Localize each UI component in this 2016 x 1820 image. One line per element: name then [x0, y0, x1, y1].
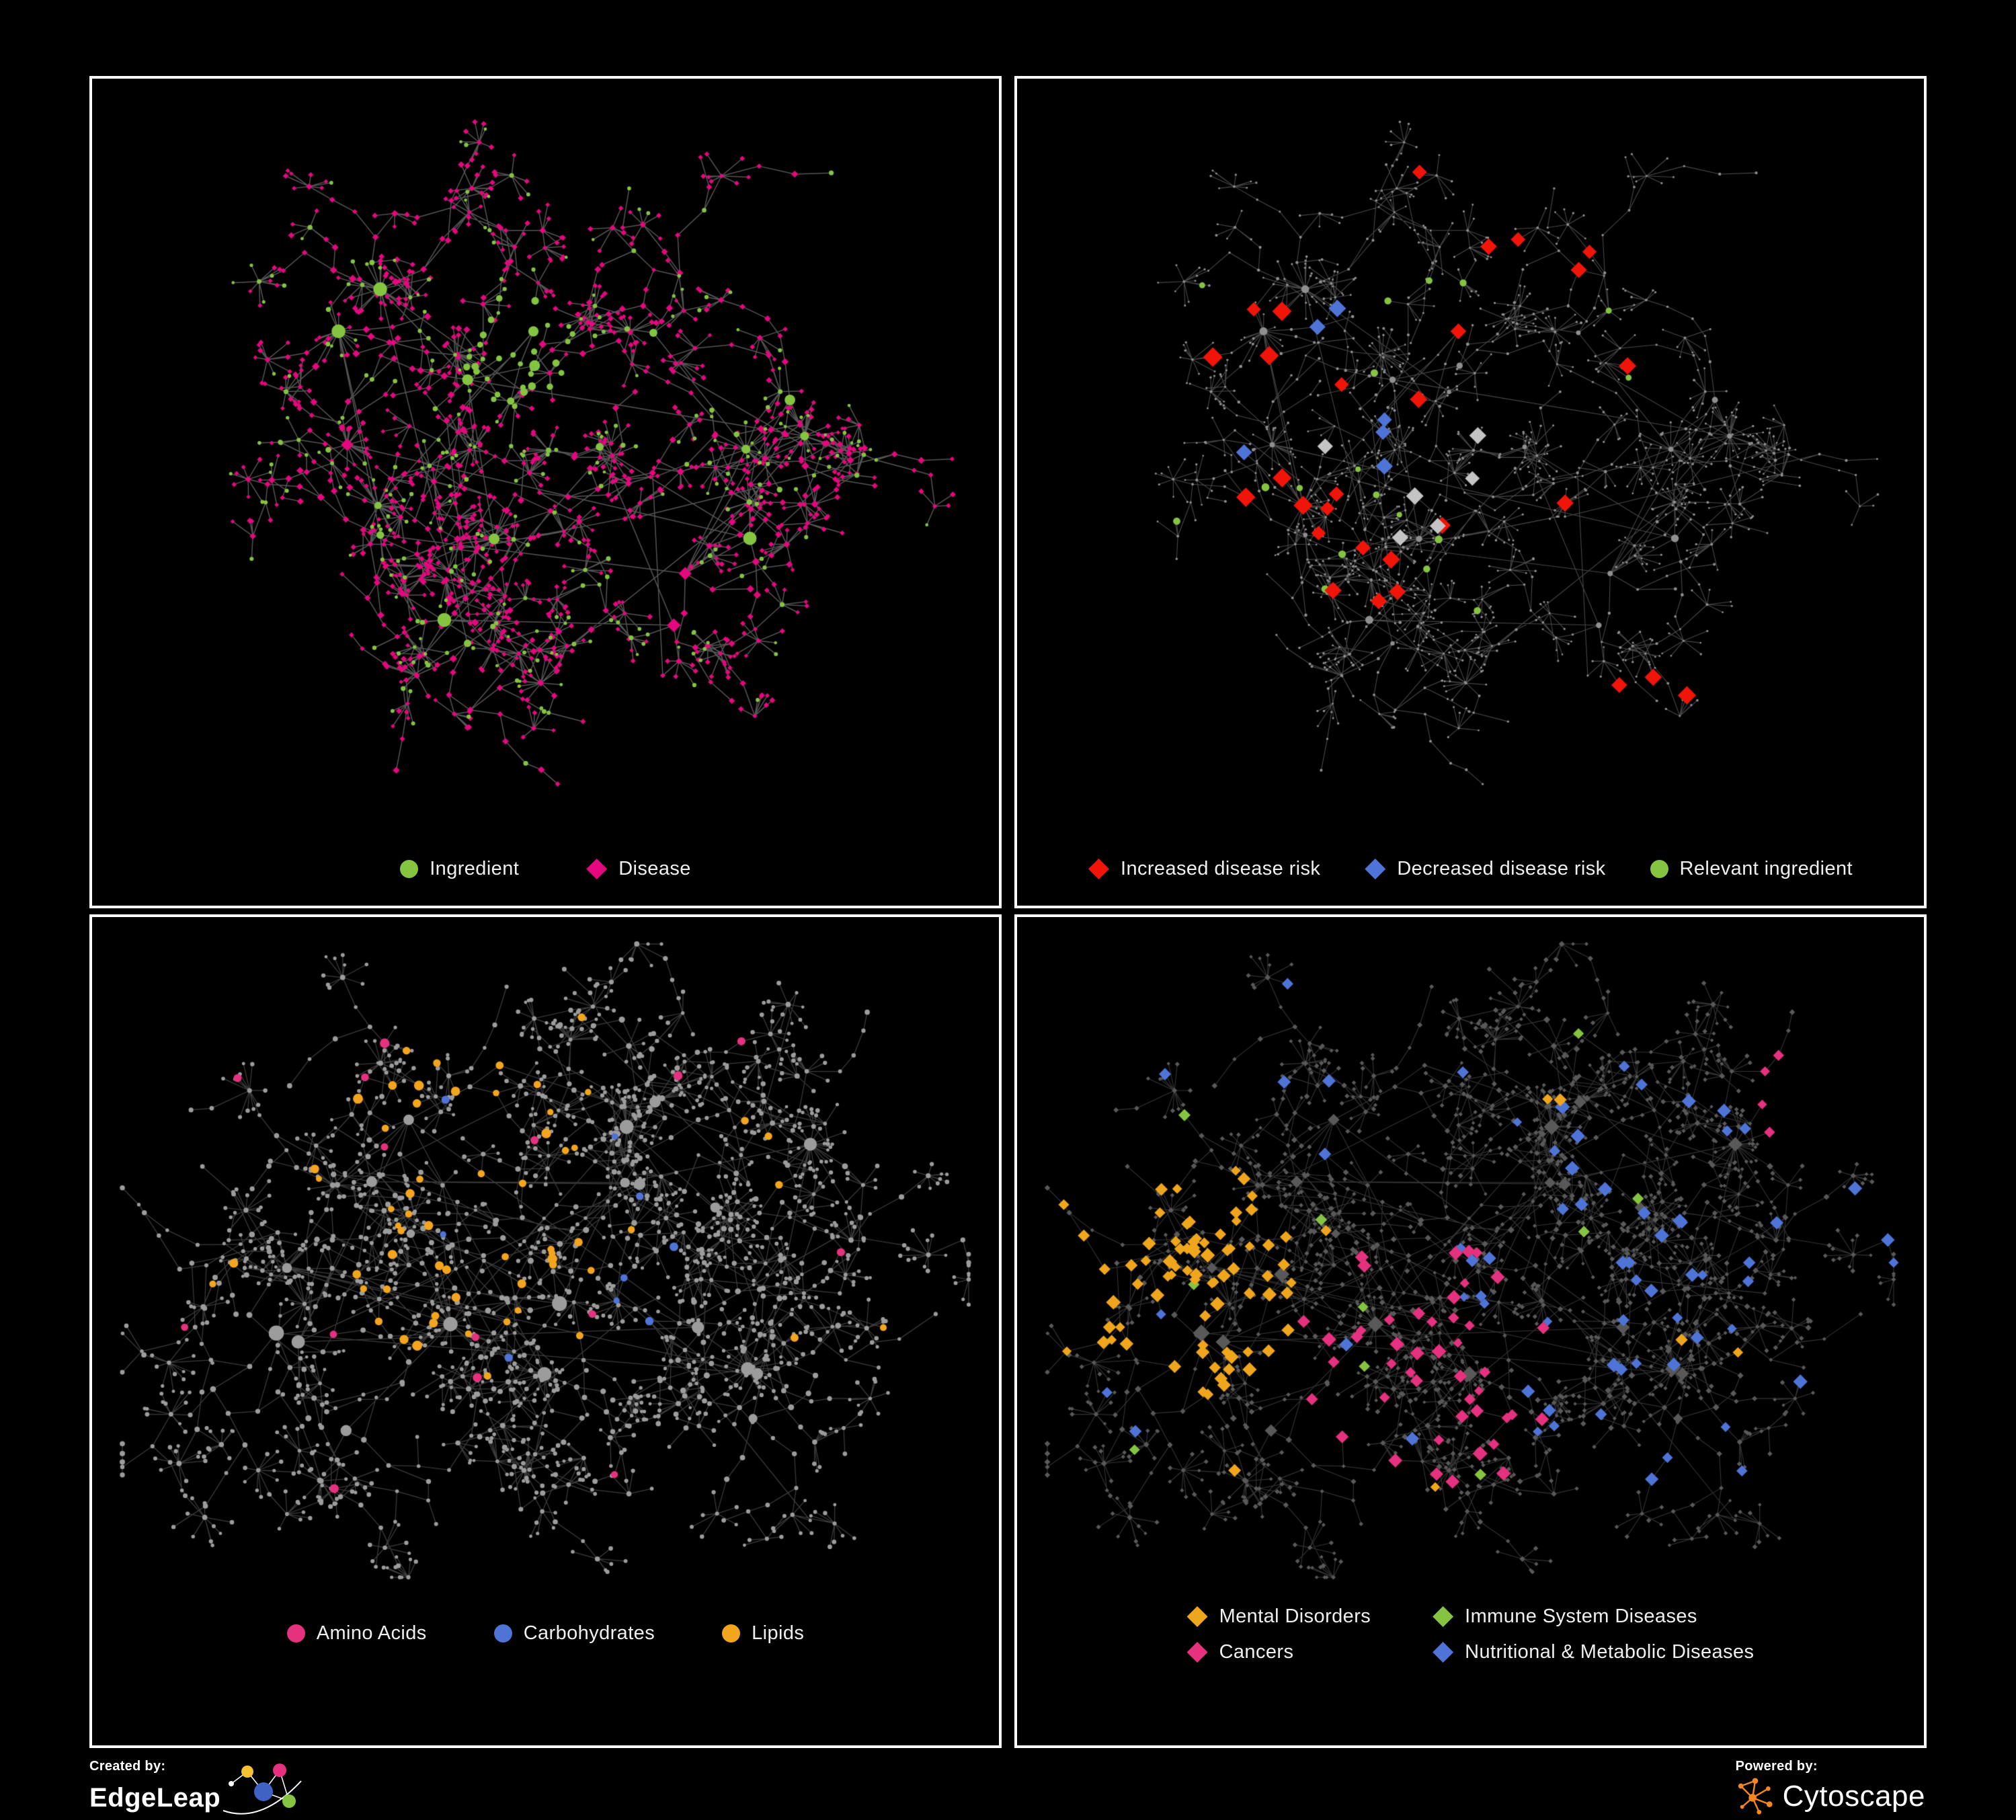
- legend-label-ingredient: Ingredient: [430, 858, 520, 879]
- edgeleap-logo: EdgeLeap: [89, 1764, 304, 1819]
- cytoscape-logo-text: Cytoscape: [1782, 1780, 1925, 1813]
- panel-nutrient-categories: Amino Acids Carbohydrates Lipids: [89, 914, 1002, 1748]
- panel-grid: Ingredient Disease Increased disease ris…: [89, 76, 1927, 1748]
- legend-item: Cancers: [1186, 1641, 1294, 1663]
- powered-by-label: Powered by:: [1735, 1759, 1818, 1774]
- legend-label-immune-diseases: Immune System Diseases: [1465, 1606, 1697, 1627]
- legend-immune-diseases-icon: [1433, 1606, 1454, 1627]
- legend-increased-risk-icon: [1088, 859, 1109, 879]
- legend-cancers-icon: [1186, 1642, 1208, 1663]
- cytoscape-logo-icon: [1738, 1778, 1773, 1815]
- legend-lipids-icon: [722, 1624, 741, 1643]
- legend-label-lipids: Lipids: [752, 1622, 805, 1644]
- legend-label-carbohydrates: Carbohydrates: [523, 1622, 655, 1644]
- legend-amino-acids-icon: [286, 1624, 305, 1643]
- legend-nutrient-categories: Amino Acids Carbohydrates Lipids: [92, 1622, 999, 1645]
- legend-disease-risk: Increased disease risk Decreased disease…: [1017, 858, 1924, 880]
- network-canvas-disease-risk: [1017, 79, 1924, 906]
- legend-item: Decreased disease risk: [1365, 858, 1605, 880]
- network-canvas-ingredient-disease: [92, 79, 999, 906]
- panel-ingredient-disease: Ingredient Disease: [89, 76, 1002, 908]
- legend-label-relevant-ingredient: Relevant ingredient: [1679, 858, 1853, 879]
- network-canvas-disease-categories: [1017, 917, 1924, 1745]
- legend-label-disease: Disease: [618, 858, 691, 879]
- edgeleap-logo-text: EdgeLeap: [89, 1782, 221, 1813]
- legend-item: Immune System Diseases: [1433, 1606, 1697, 1628]
- footer: Created by: EdgeLeap Po: [89, 1759, 1925, 1819]
- legend-item: Increased disease risk: [1088, 858, 1320, 880]
- legend-nutritional-metabolic-icon: [1433, 1642, 1454, 1663]
- created-by-block: Created by: EdgeLeap: [89, 1759, 304, 1819]
- cytoscape-logo: Cytoscape: [1736, 1777, 1925, 1816]
- edgeleap-logo-icon: [223, 1764, 302, 1815]
- legend-label-amino-acids: Amino Acids: [316, 1622, 427, 1644]
- legend-item: Disease: [586, 858, 691, 880]
- legend-label-cancers: Cancers: [1219, 1641, 1294, 1663]
- legend-carbohydrates-icon: [493, 1624, 512, 1643]
- legend-label-nutritional-metabolic: Nutritional & Metabolic Diseases: [1465, 1641, 1755, 1663]
- legend-item: Amino Acids: [286, 1622, 427, 1645]
- legend-item: Mental Disorders: [1186, 1606, 1371, 1628]
- legend-mental-disorders-icon: [1186, 1606, 1208, 1627]
- legend-ingredient-icon: [400, 860, 419, 878]
- legend-item: Lipids: [722, 1622, 804, 1645]
- legend-label-increased-risk: Increased disease risk: [1120, 858, 1321, 879]
- legend-relevant-ingredient-icon: [1650, 860, 1668, 878]
- powered-by-block: Powered by:: [1736, 1759, 1925, 1816]
- legend-item: Ingredient: [400, 858, 519, 880]
- legend-label-mental-disorders: Mental Disorders: [1219, 1606, 1371, 1627]
- legend-disease-icon: [586, 859, 608, 879]
- panel-disease-categories: Mental Disorders Immune System Diseases …: [1014, 914, 1927, 1748]
- legend-decreased-risk-icon: [1365, 859, 1386, 879]
- legend-item: Relevant ingredient: [1650, 858, 1853, 880]
- panel-disease-risk: Increased disease risk Decreased disease…: [1014, 76, 1927, 908]
- legend-label-decreased-risk: Decreased disease risk: [1397, 858, 1606, 879]
- legend-ingredient-disease: Ingredient Disease: [92, 858, 999, 880]
- created-by-label: Created by:: [89, 1759, 166, 1774]
- legend-item: Nutritional & Metabolic Diseases: [1433, 1641, 1754, 1663]
- legend-disease-categories: Mental Disorders Immune System Diseases …: [1017, 1606, 1924, 1663]
- network-canvas-nutrient-categories: [92, 917, 999, 1745]
- legend-item: Carbohydrates: [493, 1622, 655, 1645]
